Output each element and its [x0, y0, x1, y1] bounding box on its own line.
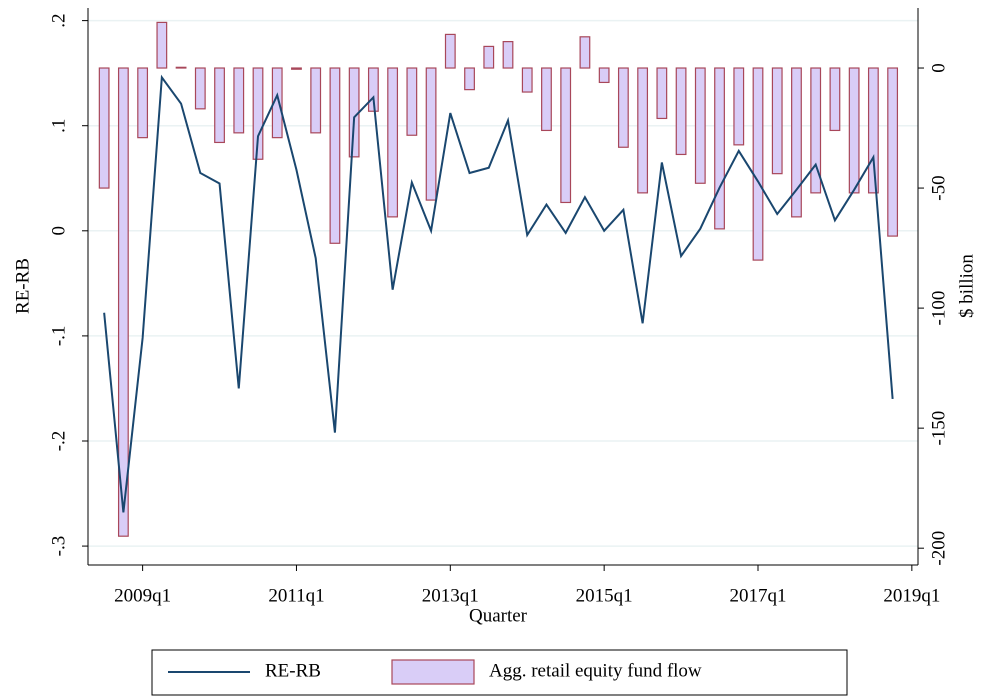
- y2-tick-label: 0: [928, 63, 949, 73]
- legend-box: [151, 649, 848, 696]
- bar: [464, 67, 475, 91]
- y2-tick-label: -200: [928, 531, 949, 566]
- bar: [252, 67, 264, 160]
- y-tick-label: -.1: [48, 326, 69, 347]
- y-tick-label: -.3: [48, 536, 69, 557]
- bar: [98, 67, 110, 189]
- bar: [117, 67, 129, 537]
- bar: [329, 67, 341, 244]
- bar: [791, 67, 802, 218]
- x-tick-label: 2015q1: [576, 585, 633, 606]
- bar: [752, 67, 764, 261]
- bar: [367, 67, 379, 112]
- bar: [656, 67, 668, 120]
- y2-tick-label: -150: [928, 411, 949, 446]
- bar: [425, 67, 437, 201]
- bar: [714, 67, 725, 230]
- bar: [156, 21, 168, 69]
- bar: [194, 67, 206, 110]
- y-tick-label: .1: [48, 119, 69, 133]
- bar: [829, 67, 841, 132]
- bar: [233, 67, 245, 134]
- bar: [541, 67, 552, 132]
- y-tick-label: 0: [48, 226, 69, 236]
- x-tick-label: 2009q1: [114, 585, 171, 606]
- bar: [560, 67, 572, 204]
- line: [103, 74, 894, 513]
- bar: [694, 67, 706, 184]
- x-tick-label: 2019q1: [883, 585, 940, 606]
- x-tick-label: 2013q1: [422, 585, 479, 606]
- bar: [175, 66, 187, 69]
- bar: [579, 36, 591, 69]
- bar: [291, 67, 302, 70]
- y2-tick-label: -50: [928, 175, 949, 200]
- bar: [271, 67, 283, 139]
- bar: [887, 67, 899, 237]
- x-tick-label: 2017q1: [730, 585, 787, 606]
- bar: [137, 67, 149, 139]
- y2-tick-label: -100: [928, 291, 949, 326]
- legend-swatch: [391, 659, 475, 685]
- bar: [521, 67, 533, 93]
- x-tick-label: 2011q1: [268, 585, 324, 606]
- bar: [406, 67, 418, 136]
- bar: [310, 67, 322, 134]
- x-axis-title: Quarter: [469, 605, 528, 626]
- bar: [214, 67, 225, 144]
- bar: [771, 67, 783, 175]
- bar: [598, 67, 610, 84]
- bar: [810, 67, 822, 194]
- y-tick-label: .2: [48, 13, 69, 27]
- y2-axis-title: $ billion: [956, 254, 977, 318]
- bar: [502, 41, 514, 69]
- bar: [617, 67, 629, 148]
- bar: [848, 67, 860, 194]
- legend-label: Agg. retail equity fund flow: [489, 660, 702, 681]
- y-tick-label: -.2: [48, 431, 69, 452]
- bar: [867, 67, 879, 194]
- bar: [444, 33, 456, 69]
- bar: [637, 67, 649, 194]
- legend-label: RE-RB: [265, 660, 321, 681]
- bar: [387, 67, 399, 218]
- bar: [733, 67, 745, 146]
- y-axis-title: RE-RB: [12, 258, 33, 314]
- bar: [675, 67, 687, 156]
- bar: [483, 45, 495, 69]
